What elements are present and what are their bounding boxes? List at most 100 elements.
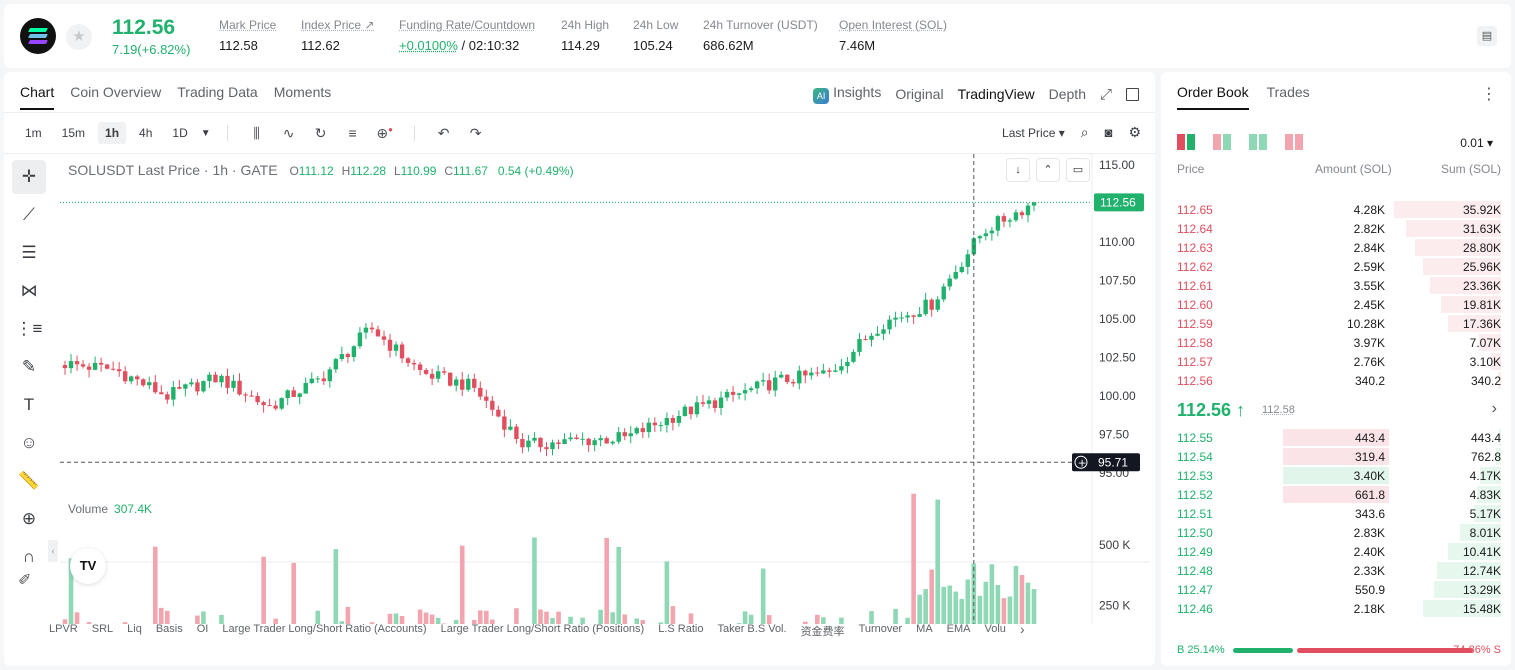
indicator-7[interactable]: L.S Ratio [658,623,704,635]
timeframe-1h[interactable]: 1h [98,122,127,144]
ask-row[interactable]: 112.63 2.84K 28.80K [1161,238,1511,257]
fib-icon[interactable]: ⋮≡ [15,319,43,338]
undo-icon[interactable]: ↶ [437,124,450,141]
candle-body [953,272,958,279]
bid-row[interactable]: 112.54 319.4 762.8 [1161,447,1511,466]
indicator-10[interactable]: Turnover [858,623,903,635]
replay-icon[interactable]: ↻ [314,124,327,141]
timeframe-1m[interactable]: 1m [25,126,42,140]
horizontal-lines-icon[interactable]: ☰ [21,243,37,262]
tab-chart[interactable]: Chart [20,84,55,110]
ask-row[interactable]: 112.62 2.59K 25.96K [1161,257,1511,276]
candle-body [616,432,621,442]
tradingview-logo-icon[interactable]: TV [70,548,106,584]
tab-trades[interactable]: Trades [1266,84,1310,100]
indicator-4[interactable]: OI [196,623,209,635]
indicators-icon[interactable]: ∿ [282,124,295,141]
window-icon[interactable] [1126,87,1139,101]
guide-book-icon[interactable]: ▤ [1477,26,1497,46]
pattern-icon[interactable]: ⋈ [20,281,38,300]
expand-icon[interactable]: ⤢ [1099,85,1112,103]
ask-price: 112.65 [1177,203,1213,217]
candle-body [556,442,561,444]
bid-row[interactable]: 112.50 2.83K 8.01K [1161,523,1511,542]
timeframe-1d[interactable]: 1D [172,126,188,140]
favorite-star-icon[interactable]: ★ [66,24,92,50]
price-source-select[interactable]: Last Price ▾ [1002,125,1065,140]
ask-row[interactable]: 112.58 3.97K 7.07K [1161,333,1511,352]
ruler-icon[interactable]: 📏 [18,471,40,490]
more-options-icon[interactable]: ⋮ [1481,86,1497,103]
text-tool-icon[interactable]: T [23,395,35,414]
magnet-icon[interactable]: ∩ [22,547,36,566]
indicator-9[interactable]: 资金费率 [800,626,845,638]
collapse-tools-icon[interactable]: ‹ [48,540,58,562]
redo-icon[interactable]: ↷ [469,124,482,141]
indicator-6[interactable]: Large Trader Long/Short Ratio (Positions… [440,623,645,635]
collapse-icon[interactable]: ⌃ [1036,158,1060,182]
indicator-11[interactable]: MA [916,623,933,635]
view-tradingview[interactable]: TradingView [957,86,1035,102]
view-both-icon[interactable] [1177,134,1195,150]
indicator-1[interactable]: SRL [91,623,114,635]
price-chart[interactable]: 115.00112.50110.00107.50105.00102.50100.… [60,154,1150,624]
precision-select[interactable]: 0.01 ▾ [1460,136,1493,150]
view-depth[interactable]: Depth [1048,86,1086,102]
edit-pencil-icon[interactable]: ✐ [18,572,32,589]
bid-row[interactable]: 112.55 443.4 443.4 [1161,428,1511,447]
tab-order-book[interactable]: Order Book [1177,84,1249,110]
arrow-down-icon[interactable]: ↓ [1006,158,1030,182]
ask-row[interactable]: 112.56 340.2 340.2 [1161,371,1511,390]
indicator-2[interactable]: Liq [127,623,142,635]
timeframe-dropdown-icon[interactable]: ▼ [200,127,211,139]
ask-row[interactable]: 112.60 2.45K 19.81K [1161,295,1511,314]
fullscreen-toggle-icon[interactable]: ▭ [1066,158,1090,182]
book-view-modes [1177,134,1303,150]
zoom-in-icon[interactable]: ⊕ [21,509,37,528]
settings-gear-icon[interactable]: ⚙ [1128,124,1141,140]
indicator-8[interactable]: Taker B.S Vol. [717,623,787,635]
ask-row[interactable]: 112.61 3.55K 23.36K [1161,276,1511,295]
indicator-12[interactable]: EMA [946,623,971,635]
stat-index-price[interactable]: Index Price ↗ 112.62 [301,18,374,53]
timeframe-4h[interactable]: 4h [139,126,153,140]
brush-icon[interactable]: ✎ [21,357,37,376]
indicator-3[interactable]: Basis [155,623,183,635]
tab-moments[interactable]: Moments [273,84,332,100]
ask-row[interactable]: 112.65 4.28K 35.92K [1161,200,1511,219]
view-original[interactable]: Original [895,86,944,102]
add-alert-plus-icon[interactable] [1074,455,1088,469]
bid-row[interactable]: 112.52 661.8 4.83K [1161,485,1511,504]
indicator-5[interactable]: Large Trader Long/Short Ratio (Accounts) [222,623,427,635]
ask-row[interactable]: 112.57 2.76K 3.10K [1161,352,1511,371]
timeframe-15m[interactable]: 15m [61,126,86,140]
bid-row[interactable]: 112.53 3.40K 4.17K [1161,466,1511,485]
view-asks-icon[interactable] [1285,134,1303,150]
tab-trading-data[interactable]: Trading Data [177,84,258,100]
tab-coin-overview[interactable]: Coin Overview [70,84,162,100]
volume-bar [453,619,459,624]
trendline-icon[interactable]: ⟋ [23,205,35,224]
indicator-13[interactable]: Volu [984,623,1006,635]
view-mixed-icon[interactable] [1213,134,1231,150]
crosshair-icon[interactable]: ✛ [12,160,46,194]
view-bids-icon[interactable] [1249,134,1267,150]
indicator-0[interactable]: LPVR [49,623,78,635]
chevron-right-icon[interactable]: › [1491,400,1497,417]
insights-button[interactable]: AI Insights [813,84,881,104]
bid-row[interactable]: 112.49 2.40K 10.41K [1161,542,1511,561]
bid-row[interactable]: 112.47 550.9 13.29K [1161,580,1511,599]
ask-row[interactable]: 112.64 2.82K 31.63K [1161,219,1511,238]
bid-row[interactable]: 112.51 343.6 5.17K [1161,504,1511,523]
search-icon[interactable]: ⌕ [1080,124,1089,140]
ask-row[interactable]: 112.59 10.28K 17.36K [1161,314,1511,333]
volume-bar [839,617,844,624]
bid-row[interactable]: 112.48 2.33K 12.74K [1161,561,1511,580]
candle-type-icon[interactable]: ⫼ [253,124,260,141]
indicator-scroll-icon[interactable]: › [1019,621,1025,637]
camera-icon[interactable]: ◙ [1104,125,1113,140]
bid-row[interactable]: 112.46 2.18K 15.48K [1161,599,1511,618]
template-icon[interactable]: ≡ [348,125,357,141]
emoji-icon[interactable]: ☺ [20,433,38,452]
add-alert-icon[interactable]: ⊕● [376,124,393,141]
